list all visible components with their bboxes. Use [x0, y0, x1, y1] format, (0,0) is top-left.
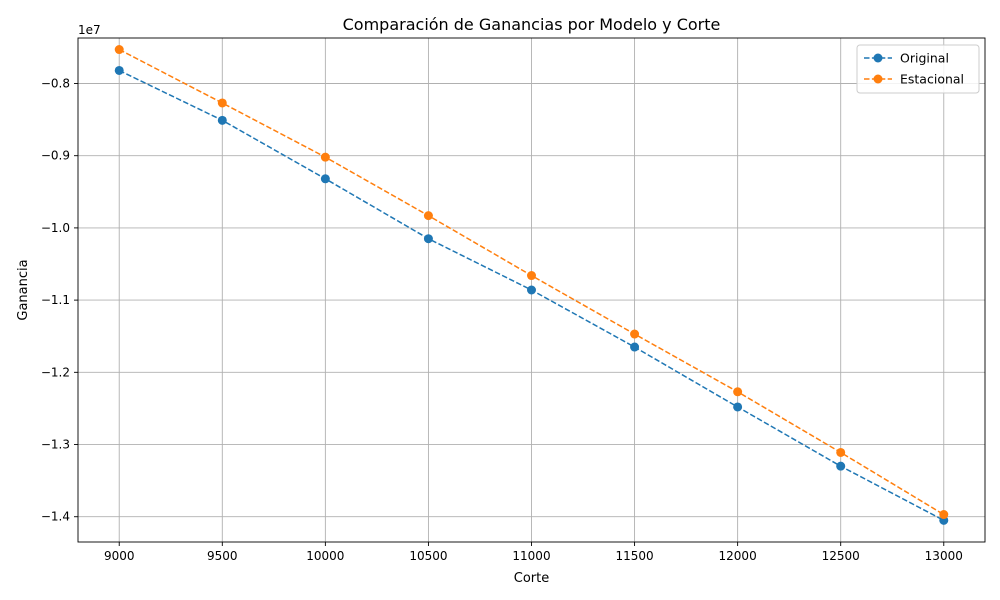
legend-label: Original	[900, 51, 949, 66]
data-point	[423, 211, 433, 221]
y-axis-label: Ganancia	[16, 259, 31, 320]
legend-item: Original	[864, 51, 949, 66]
chart-title: Comparación de Ganancias por Modelo y Co…	[343, 15, 721, 34]
data-point	[527, 271, 536, 281]
y-tick-label: −0.8	[41, 76, 70, 90]
data-point	[630, 329, 640, 339]
x-tick-label: 9500	[207, 549, 238, 563]
data-point	[423, 234, 433, 244]
data-point	[320, 174, 330, 184]
x-tick-label: 10000	[306, 549, 344, 563]
data-point	[217, 98, 227, 108]
y-offset-label: 1e7	[78, 23, 101, 37]
legend-box	[856, 44, 980, 94]
data-point	[733, 387, 743, 397]
x-tick-label: 11500	[615, 549, 653, 563]
legend-label: Estacional	[900, 72, 964, 87]
x-tick-label: 11000	[512, 549, 550, 563]
series-layer	[114, 45, 949, 525]
series-estacional	[114, 45, 949, 520]
legend-marker	[873, 53, 883, 63]
data-point	[217, 115, 227, 125]
data-point	[836, 447, 846, 457]
y-axis: −0.8 −0.9 −1.0 −1.1 −1.2 −1.3 −1.4	[41, 76, 78, 524]
y-tick-label: −1.1	[41, 293, 70, 307]
data-point	[733, 402, 743, 412]
y-tick-label: −1.4	[41, 510, 70, 524]
x-tick-label: 9000	[104, 549, 135, 563]
legend: Original Estacional	[856, 44, 980, 94]
x-axis: 9000 9500 10000 10500 11000 11500 12000 12500 13…	[104, 542, 963, 563]
y-tick-label: −1.3	[41, 438, 70, 452]
data-point	[836, 461, 846, 471]
series-original	[114, 65, 949, 525]
data-point	[630, 342, 640, 352]
x-tick-label: 13000	[925, 549, 963, 563]
legend-marker	[873, 74, 883, 84]
x-tick-label: 12500	[822, 549, 860, 563]
y-tick-label: −1.2	[41, 365, 70, 379]
data-point	[114, 45, 124, 55]
x-tick-label: 10500	[409, 549, 447, 563]
data-point	[114, 65, 124, 75]
legend-item: Estacional	[864, 72, 964, 87]
x-axis-label: Corte	[514, 571, 549, 586]
y-tick-label: −1.0	[41, 221, 70, 235]
y-tick-label: −0.9	[41, 149, 70, 163]
data-point	[320, 152, 330, 162]
grid	[78, 38, 985, 542]
data-point	[527, 285, 536, 295]
data-point	[939, 510, 949, 520]
x-tick-label: 12000	[719, 549, 757, 563]
